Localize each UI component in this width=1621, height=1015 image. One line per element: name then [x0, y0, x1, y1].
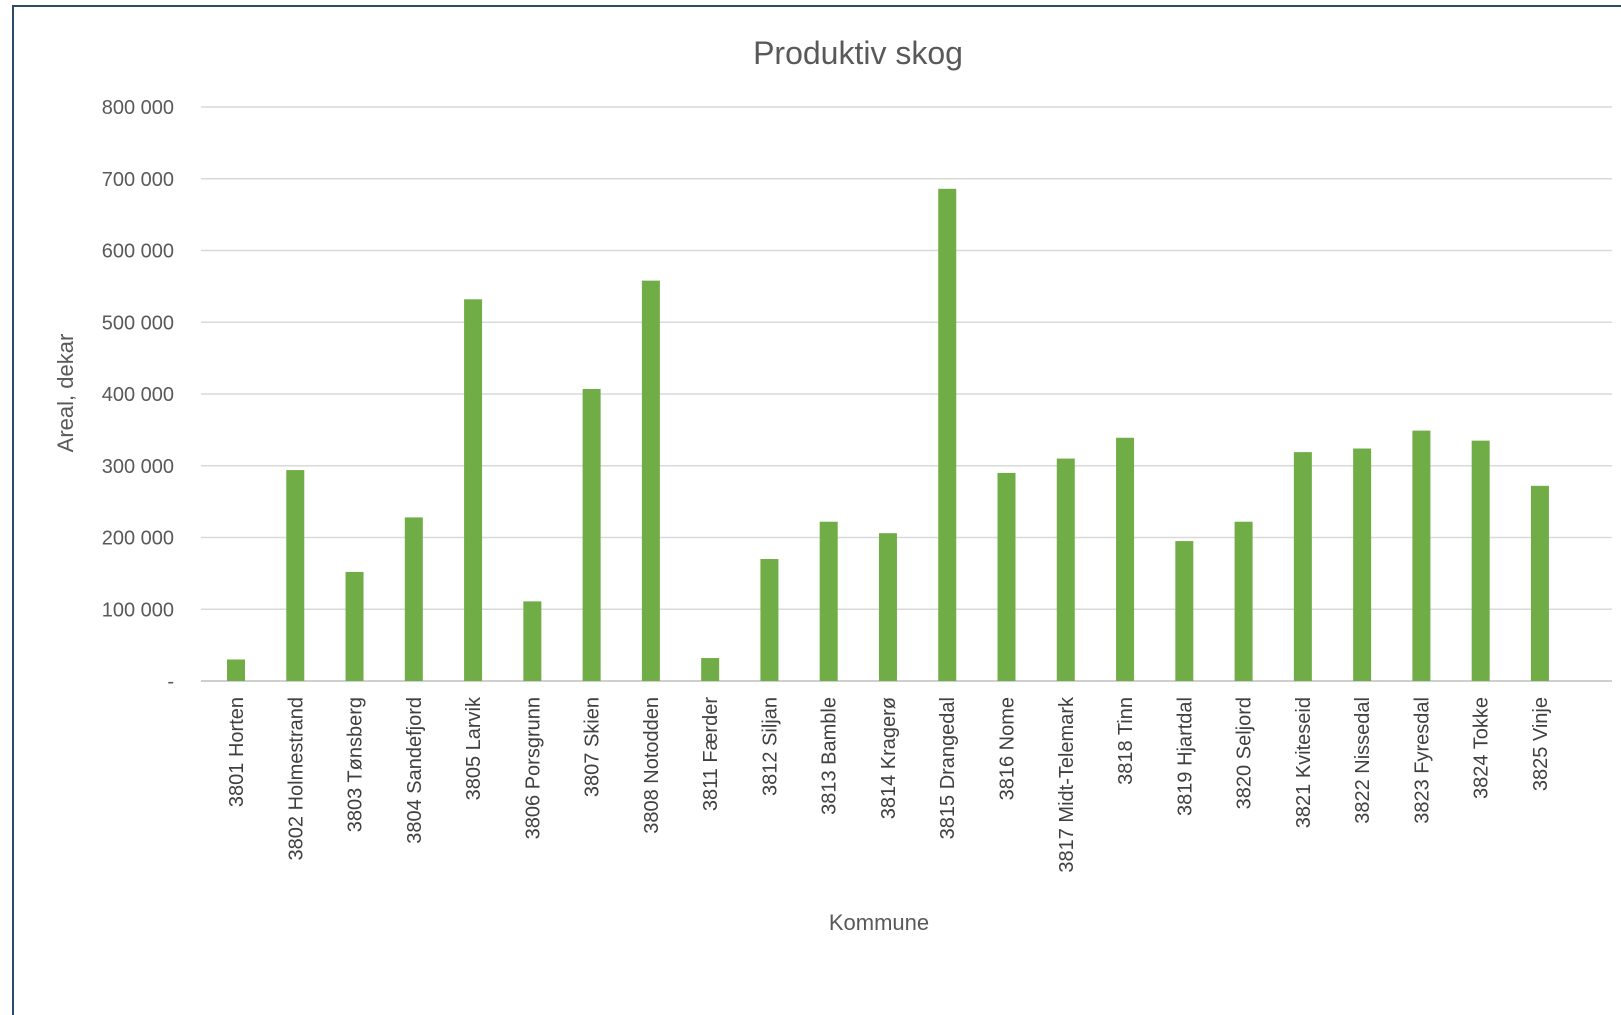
bars — [227, 188, 1549, 682]
bar — [1175, 541, 1194, 681]
y-tick-label: 300 000 — [102, 456, 174, 478]
x-tick-label: 3816 Nome — [997, 697, 1019, 800]
bar — [819, 521, 838, 681]
y-tick-label: - — [167, 671, 174, 693]
bar — [997, 472, 1016, 681]
gridlines — [201, 106, 1612, 682]
x-axis-label: Kommune — [829, 910, 929, 935]
x-tick-label: 3817 Midt-Telemark — [1056, 696, 1078, 873]
bar — [1234, 521, 1253, 681]
x-tick-label: 3801 Horten — [226, 697, 248, 807]
x-tick-label: 3813 Bamble — [819, 697, 841, 815]
bar — [701, 658, 720, 681]
x-tick-label: 3822 Nissedal — [1352, 697, 1374, 824]
bar — [464, 299, 483, 681]
y-axis-label: Areal, dekar — [53, 334, 78, 453]
chart-frame — [12, 5, 1621, 1015]
y-tick-label: 700 000 — [102, 169, 174, 191]
x-tick-label: 3819 Hjartdal — [1174, 697, 1196, 816]
bar — [286, 470, 305, 681]
bar — [582, 388, 601, 681]
y-tick-label: 100 000 — [102, 599, 174, 621]
y-tick-label: 400 000 — [102, 384, 174, 406]
y-axis-ticks: - 100 000 200 000 300 000 400 000 500 000 600 … — [102, 97, 174, 693]
bar — [878, 533, 897, 681]
x-tick-label: 3818 Tinn — [1115, 697, 1137, 785]
bar — [1471, 440, 1490, 681]
x-tick-label: 3814 Kragerø — [878, 697, 900, 819]
bar — [760, 559, 779, 681]
x-tick-label: 3805 Larvik — [463, 696, 485, 800]
bar — [523, 601, 542, 681]
x-tick-label: 3811 Færder — [700, 697, 722, 811]
x-tick-label: 3806 Porsgrunn — [522, 697, 544, 839]
x-tick-label: 3802 Holmestrand — [285, 697, 307, 860]
bar — [1412, 430, 1431, 681]
bar — [1056, 458, 1075, 681]
x-tick-label: 3820 Seljord — [1234, 697, 1256, 809]
x-tick-label: 3807 Skien — [582, 697, 604, 797]
x-tick-label: 3821 Kviteseid — [1293, 697, 1315, 828]
x-axis-ticks: 3801 Horten 3802 Holmestrand 3803 Tønsberg… — [226, 696, 1552, 873]
x-tick-label: 3825 Vinje — [1530, 697, 1552, 791]
x-tick-label: 3803 Tønsberg — [345, 697, 367, 832]
y-tick-label: 800 000 — [102, 97, 174, 119]
y-tick-label: 600 000 — [102, 241, 174, 263]
x-tick-label: 3815 Drangedal — [937, 697, 959, 839]
bar — [641, 280, 660, 681]
x-tick-label: 3812 Siljan — [759, 697, 781, 796]
chart-title: Produktiv skog — [753, 35, 963, 71]
x-tick-label: 3808 Notodden — [641, 697, 663, 834]
y-tick-label: 500 000 — [102, 312, 174, 334]
bar — [404, 517, 423, 681]
x-tick-label: 3823 Fyresdal — [1411, 697, 1433, 824]
bar — [1353, 448, 1372, 681]
bar — [1116, 437, 1135, 681]
bar — [1530, 485, 1549, 681]
bar — [345, 571, 364, 681]
x-tick-label: 3804 Sandefjord — [404, 697, 426, 844]
bar — [938, 188, 957, 682]
x-tick-label: 3824 Tokke — [1471, 697, 1493, 799]
y-tick-label: 200 000 — [102, 528, 174, 550]
bar — [227, 659, 245, 681]
bar — [1293, 452, 1312, 681]
